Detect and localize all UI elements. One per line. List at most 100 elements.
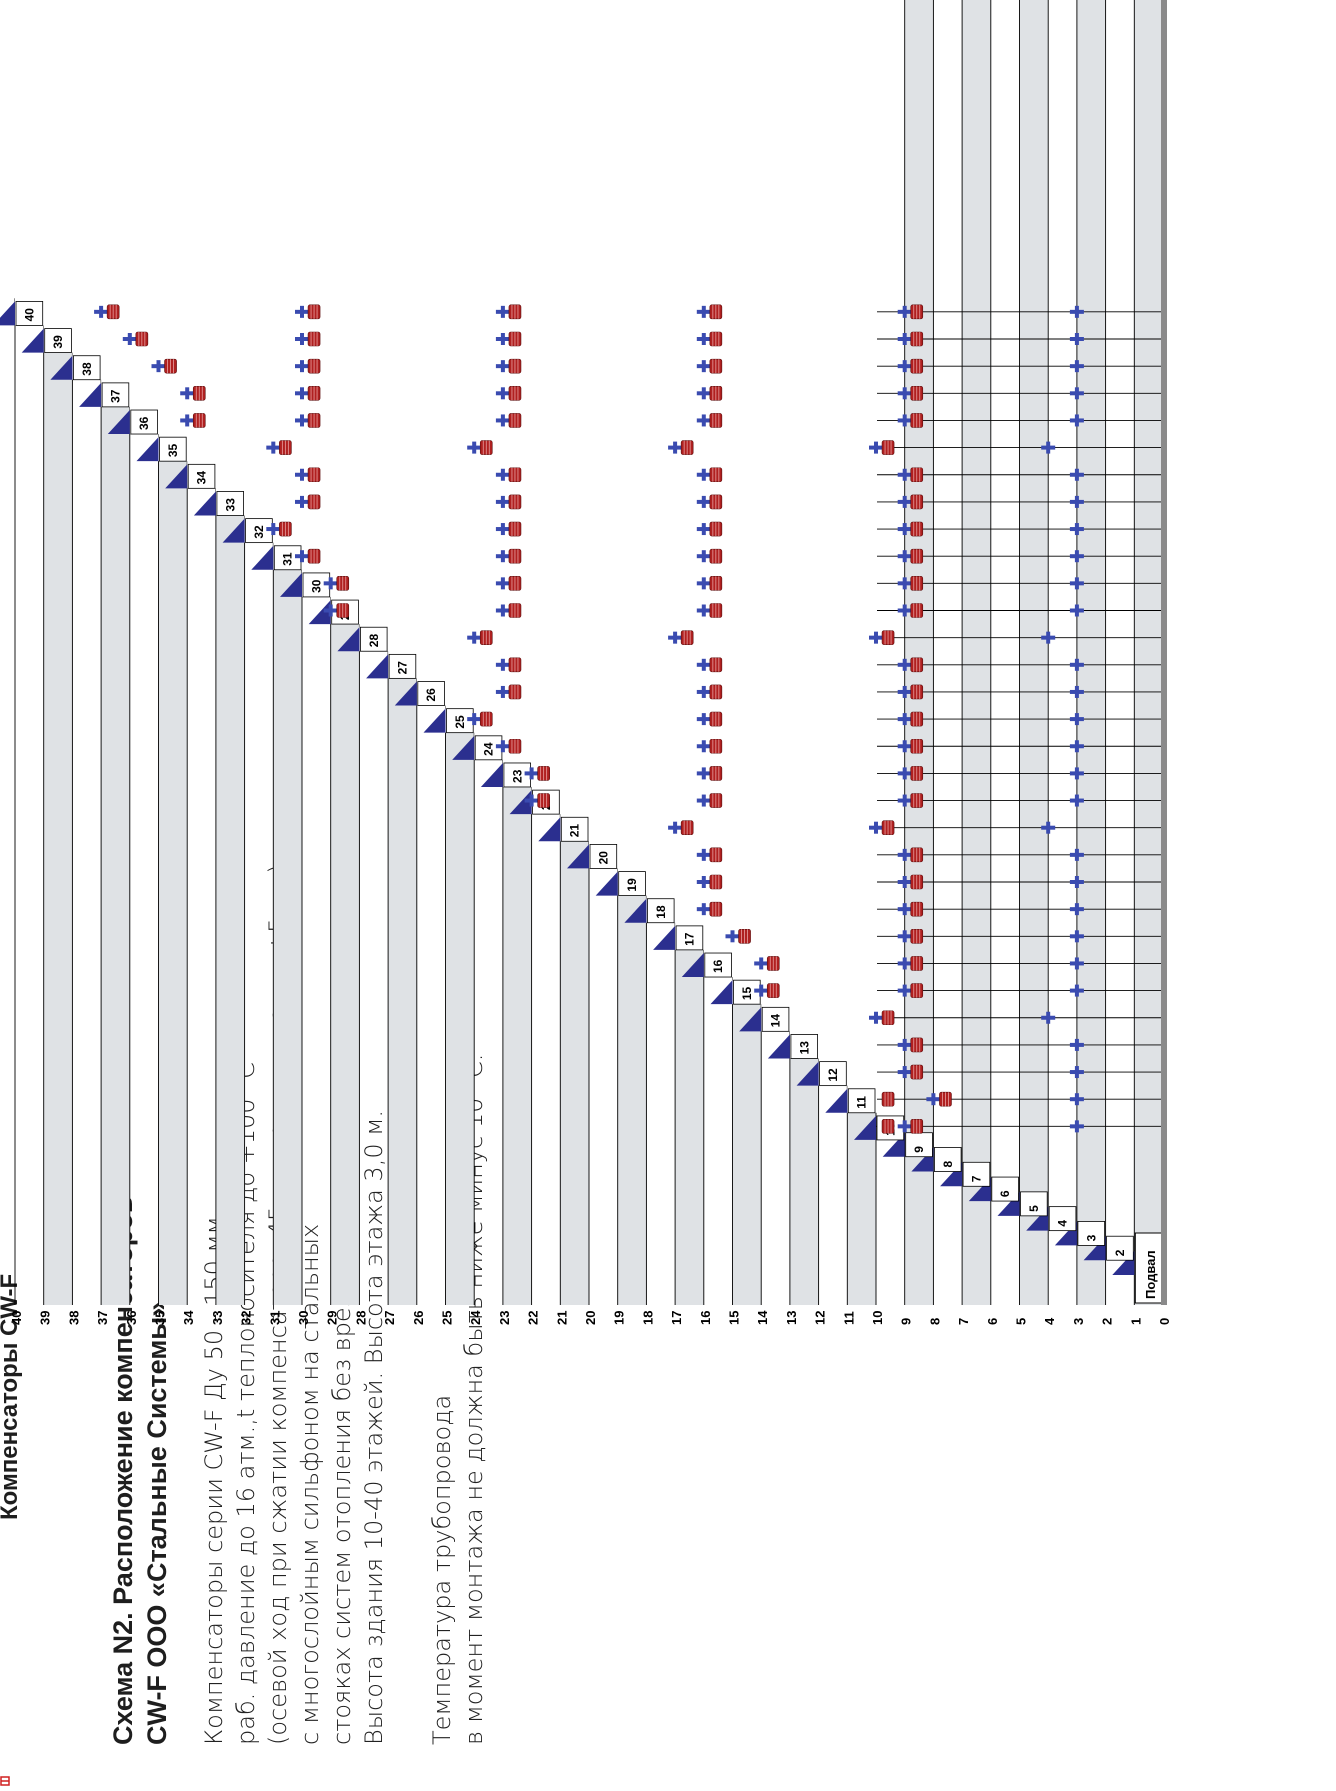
floor-tab-marker [280, 572, 302, 597]
fixed-support-icon [271, 523, 276, 536]
fixed-support-icon [874, 441, 878, 454]
floor-number: 12 [826, 1068, 840, 1082]
fixed-support-icon [271, 441, 276, 454]
fixed-support-icon [1074, 468, 1079, 481]
fixed-support-icon [300, 550, 304, 563]
level-number: 19 [612, 1311, 627, 1325]
fixed-support-icon [701, 550, 706, 563]
fixed-support-icon [529, 794, 534, 807]
floor-number: 33 [223, 498, 237, 512]
fixed-support-icon [902, 957, 907, 970]
fixed-support-icon [730, 930, 735, 943]
cover-block [244, 0, 275, 543]
floor-number-box [790, 1034, 819, 1059]
floor-tab-marker [50, 355, 73, 380]
fixed-support-icon [902, 387, 907, 400]
level-number: 40 [9, 1311, 24, 1325]
fixed-support-icon [300, 305, 304, 318]
fixed-support-icon [472, 441, 477, 454]
fixed-support-icon [1074, 414, 1079, 427]
level-number: 31 [267, 1311, 282, 1325]
fixed-support-icon [1074, 577, 1079, 590]
floor-number: 11 [855, 1096, 869, 1109]
level-axis: 0123456789101112131415161718192021222324… [9, 1310, 1172, 1325]
cover-block [43, 0, 74, 353]
floor-number-box [15, 301, 44, 326]
fixed-support-icon [902, 767, 907, 780]
fixed-support-icon [902, 550, 907, 563]
fixed-support-icon [902, 876, 907, 888]
fixed-support-icon [902, 360, 907, 373]
floor-number-box [1020, 1191, 1048, 1217]
cover-block [617, 0, 648, 896]
fixed-support-icon [1074, 685, 1079, 698]
fixed-support-icon [701, 848, 706, 861]
fixed-support-icon [902, 713, 907, 726]
cover-block [158, 0, 189, 462]
floor-tab-marker [79, 382, 102, 407]
fixed-support-icon [1074, 957, 1079, 970]
cover-block [789, 0, 820, 1059]
level-number: 8 [927, 1318, 942, 1325]
fixed-support-icon [902, 658, 907, 671]
floor-tab-marker [595, 871, 618, 896]
level-number: 20 [583, 1311, 598, 1325]
floor-tab-marker [193, 491, 216, 516]
fixed-support-icon [1074, 604, 1079, 617]
floor-band [904, 0, 934, 1305]
floor-number: 3 [1084, 1234, 1098, 1241]
floor-tab-marker [452, 735, 475, 760]
level-number: 15 [727, 1311, 742, 1325]
fixed-support-icon [902, 930, 907, 943]
floor-number: 5 [1027, 1205, 1041, 1212]
floor-number: 14 [769, 1014, 783, 1028]
fixed-support-icon [300, 333, 304, 345]
floor-number: 23 [510, 769, 524, 783]
floor-number-box [589, 844, 618, 869]
floor-number: 40 [22, 308, 36, 322]
floor-tab-marker [710, 980, 733, 1005]
fixed-support-icon [500, 658, 505, 671]
fixed-support-icon [673, 631, 678, 644]
fixed-support-icon [500, 523, 505, 536]
cover-block [847, 0, 877, 1113]
fixed-support-icon [472, 631, 477, 644]
fixed-support-icon [1074, 984, 1079, 997]
fixed-support-icon [1074, 360, 1079, 373]
fixed-support-icon [1074, 1120, 1079, 1133]
fixed-support-icon [328, 577, 333, 590]
level-number: 21 [554, 1311, 569, 1325]
floor-tab-marker [480, 762, 503, 787]
level-number: 2 [1100, 1318, 1115, 1325]
level-number: 0 [1157, 1318, 1172, 1325]
floor-number: 7 [969, 1175, 983, 1182]
fixed-support-icon [1074, 495, 1079, 508]
floor-number: 15 [740, 987, 754, 1001]
fixed-support-icon [1074, 930, 1079, 943]
floor-number-box [704, 952, 732, 978]
fixed-support-icon [701, 468, 706, 481]
fixed-support-icon [500, 604, 505, 617]
fixed-support-icon [1046, 631, 1051, 644]
floor-tab-marker [107, 410, 130, 435]
cover-block [531, 0, 562, 815]
level-number: 25 [440, 1311, 455, 1325]
level-number: 37 [95, 1311, 110, 1325]
floor-tab-marker [308, 600, 331, 625]
floor-number-box [761, 1006, 790, 1032]
cover-block [15, 0, 45, 326]
floor-number: 21 [568, 824, 582, 838]
cover-block [101, 0, 131, 407]
fixed-support-icon [300, 414, 304, 427]
basement-label: Подвал [1143, 1250, 1158, 1299]
floor-number-box [388, 653, 417, 679]
fixed-support-icon [673, 441, 678, 454]
floor-tab-marker [423, 708, 446, 733]
level-number: 4 [1042, 1317, 1057, 1325]
level-number: 23 [497, 1311, 512, 1325]
fixed-support-icon [500, 740, 505, 753]
fixed-support-icon [1074, 523, 1079, 536]
fixed-support-icon [931, 1093, 936, 1106]
fixed-support-icon [1074, 1066, 1079, 1079]
